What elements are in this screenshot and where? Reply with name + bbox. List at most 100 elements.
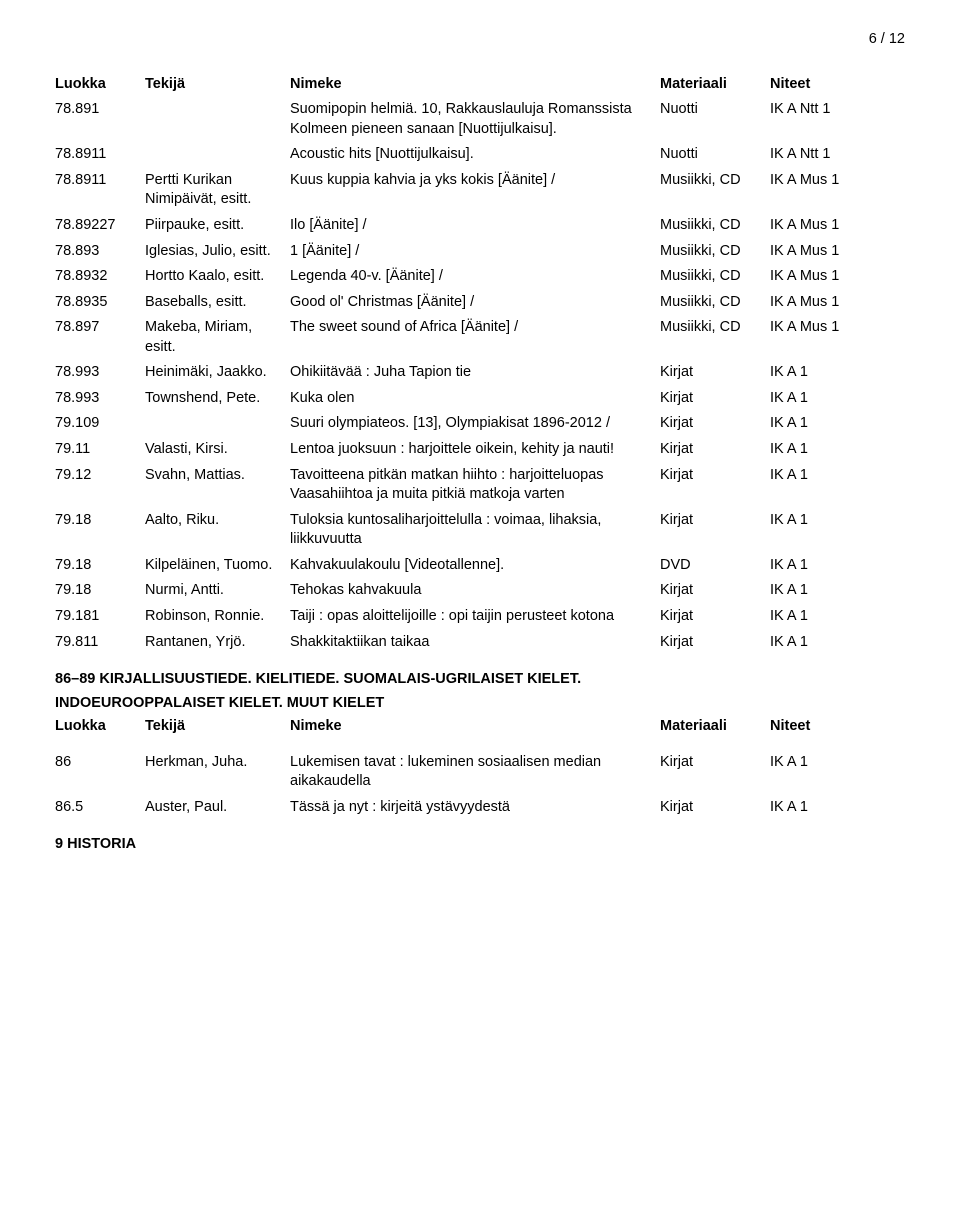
cell-author: Nurmi, Antti. — [145, 581, 290, 601]
cell-material: Musiikki, CD — [660, 267, 770, 287]
cell-shelf: IK A 1 — [770, 607, 900, 627]
cell-title: Ilo [Äänite] / — [290, 216, 660, 236]
cell-title: Ohikiitävää : Juha Tapion tie — [290, 363, 660, 383]
table-row: 78.993Townshend, Pete.Kuka olenKirjatIK … — [55, 389, 905, 409]
cell-material: DVD — [660, 556, 770, 576]
table-row: 78.8911 Acoustic hits [Nuottijulkaisu].Nu… — [55, 145, 905, 165]
cell-author: Hortto Kaalo, esitt. — [145, 267, 290, 287]
cell-author: Pertti Kurikan Nimipäivät, esitt. — [145, 171, 290, 210]
cell-author: Iglesias, Julio, esitt. — [145, 242, 290, 262]
cell-class: 78.89227 — [55, 216, 145, 236]
cell-class: 78.8932 — [55, 267, 145, 287]
cell-author: Heinimäki, Jaakko. — [145, 363, 290, 383]
cell-material: Kirjat — [660, 466, 770, 486]
cell-shelf: IK A 1 — [770, 556, 900, 576]
table-row: 78.8935Baseballs, esitt.Good ol' Christm… — [55, 293, 905, 313]
cell-author: Kilpeläinen, Tuomo. — [145, 556, 290, 576]
header-author: Tekijä — [145, 717, 290, 737]
cell-title: Kuus kuppia kahvia ja yks kokis [Äänite]… — [290, 171, 660, 191]
header-material: Materiaali — [660, 75, 770, 95]
cell-author: Makeba, Miriam, esitt. — [145, 318, 290, 357]
cell-title: Shakkitaktiikan taikaa — [290, 633, 660, 653]
cell-shelf: IK A 1 — [770, 466, 900, 486]
cell-title: Lukemisen tavat : lukeminen sosiaalisen … — [290, 753, 660, 792]
cell-shelf: IK A Ntt 1 — [770, 145, 900, 165]
cell-title: Kahvakuulakoulu [Videotallenne]. — [290, 556, 660, 576]
header-class: Luokka — [55, 75, 145, 95]
table-row: 86Herkman, Juha.Lukemisen tavat : lukemi… — [55, 753, 905, 792]
table-row: 79.181Robinson, Ronnie.Taiji : opas aloi… — [55, 607, 905, 627]
table-row: 78.993Heinimäki, Jaakko.Ohikiitävää : Ju… — [55, 363, 905, 383]
cell-shelf: IK A Mus 1 — [770, 171, 900, 191]
cell-title: Tässä ja nyt : kirjeitä ystävyydestä — [290, 798, 660, 818]
cell-title: Lentoa juoksuun : harjoittele oikein, ke… — [290, 440, 660, 460]
cell-shelf: IK A Ntt 1 — [770, 100, 900, 120]
cell-shelf: IK A 1 — [770, 440, 900, 460]
cell-material: Kirjat — [660, 389, 770, 409]
section-heading-3: 9 HISTORIA — [55, 835, 905, 855]
header-title: Nimeke — [290, 75, 660, 95]
table-row: 79.18Kilpeläinen, Tuomo.Kahvakuulakoulu … — [55, 556, 905, 576]
cell-title: Tehokas kahvakuula — [290, 581, 660, 601]
cell-class: 79.11 — [55, 440, 145, 460]
cell-material: Kirjat — [660, 363, 770, 383]
cell-class: 79.12 — [55, 466, 145, 486]
cell-class: 86.5 — [55, 798, 145, 818]
cell-title: Suomipopin helmiä. 10, Rakkauslauluja Ro… — [290, 100, 660, 139]
table-row: 78.8911Pertti Kurikan Nimipäivät, esitt.… — [55, 171, 905, 210]
cell-material: Kirjat — [660, 414, 770, 434]
header-shelf: Niteet — [770, 75, 900, 95]
cell-shelf: IK A Mus 1 — [770, 242, 900, 262]
cell-title: Kuka olen — [290, 389, 660, 409]
cell-material: Kirjat — [660, 633, 770, 653]
cell-class: 79.18 — [55, 556, 145, 576]
table-row: 78.8932Hortto Kaalo, esitt.Legenda 40-v.… — [55, 267, 905, 287]
cell-material: Nuotti — [660, 145, 770, 165]
cell-author: Baseballs, esitt. — [145, 293, 290, 313]
cell-class: 79.811 — [55, 633, 145, 653]
cell-class: 79.18 — [55, 511, 145, 531]
cell-title: 1 [Äänite] / — [290, 242, 660, 262]
cell-author: Townshend, Pete. — [145, 389, 290, 409]
cell-material: Musiikki, CD — [660, 171, 770, 191]
cell-class: 78.8935 — [55, 293, 145, 313]
cell-title: Legenda 40-v. [Äänite] / — [290, 267, 660, 287]
cell-class: 79.181 — [55, 607, 145, 627]
cell-author: Aalto, Riku. — [145, 511, 290, 531]
cell-material: Musiikki, CD — [660, 293, 770, 313]
cell-class: 78.993 — [55, 363, 145, 383]
cell-shelf: IK A Mus 1 — [770, 267, 900, 287]
cell-class: 78.8911 — [55, 171, 145, 191]
cell-author: Herkman, Juha. — [145, 753, 290, 773]
cell-class: 78.8911 — [55, 145, 145, 165]
header-title: Nimeke — [290, 717, 660, 737]
table-row: 79.12Svahn, Mattias.Tavoitteena pitkän m… — [55, 466, 905, 505]
table-row: 79.811Rantanen, Yrjö.Shakkitaktiikan tai… — [55, 633, 905, 653]
cell-shelf: IK A 1 — [770, 798, 900, 818]
cell-material: Nuotti — [660, 100, 770, 120]
cell-material: Kirjat — [660, 607, 770, 627]
cell-material: Kirjat — [660, 798, 770, 818]
cell-material: Musiikki, CD — [660, 318, 770, 338]
table-row: 78.891 Suomipopin helmiä. 10, Rakkauslaul… — [55, 100, 905, 139]
cell-shelf: IK A 1 — [770, 389, 900, 409]
cell-title: Acoustic hits [Nuottijulkaisu]. — [290, 145, 660, 165]
cell-class: 78.893 — [55, 242, 145, 262]
cell-shelf: IK A 1 — [770, 511, 900, 531]
header-author: Tekijä — [145, 75, 290, 95]
cell-author: Rantanen, Yrjö. — [145, 633, 290, 653]
section-heading-2b: INDOEUROOPPALAISET KIELET. MUUT KIELET — [55, 694, 905, 714]
table-row: 78.893Iglesias, Julio, esitt.1 [Äänite] … — [55, 242, 905, 262]
header-material: Materiaali — [660, 717, 770, 737]
cell-title: Tuloksia kuntosaliharjoittelulla : voima… — [290, 511, 660, 550]
cell-shelf: IK A 1 — [770, 414, 900, 434]
table-row: 78.897Makeba, Miriam, esitt.The sweet so… — [55, 318, 905, 357]
cell-title: Tavoitteena pitkän matkan hiihto : harjo… — [290, 466, 660, 505]
cell-author: Robinson, Ronnie. — [145, 607, 290, 627]
cell-title: Taiji : opas aloittelijoille : opi taiji… — [290, 607, 660, 627]
cell-class: 78.891 — [55, 100, 145, 120]
cell-author: Piirpauke, esitt. — [145, 216, 290, 236]
cell-title: Suuri olympiateos. [13], Olympiakisat 18… — [290, 414, 660, 434]
cell-shelf: IK A 1 — [770, 633, 900, 653]
table-row: 86.5Auster, Paul.Tässä ja nyt : kirjeitä… — [55, 798, 905, 818]
